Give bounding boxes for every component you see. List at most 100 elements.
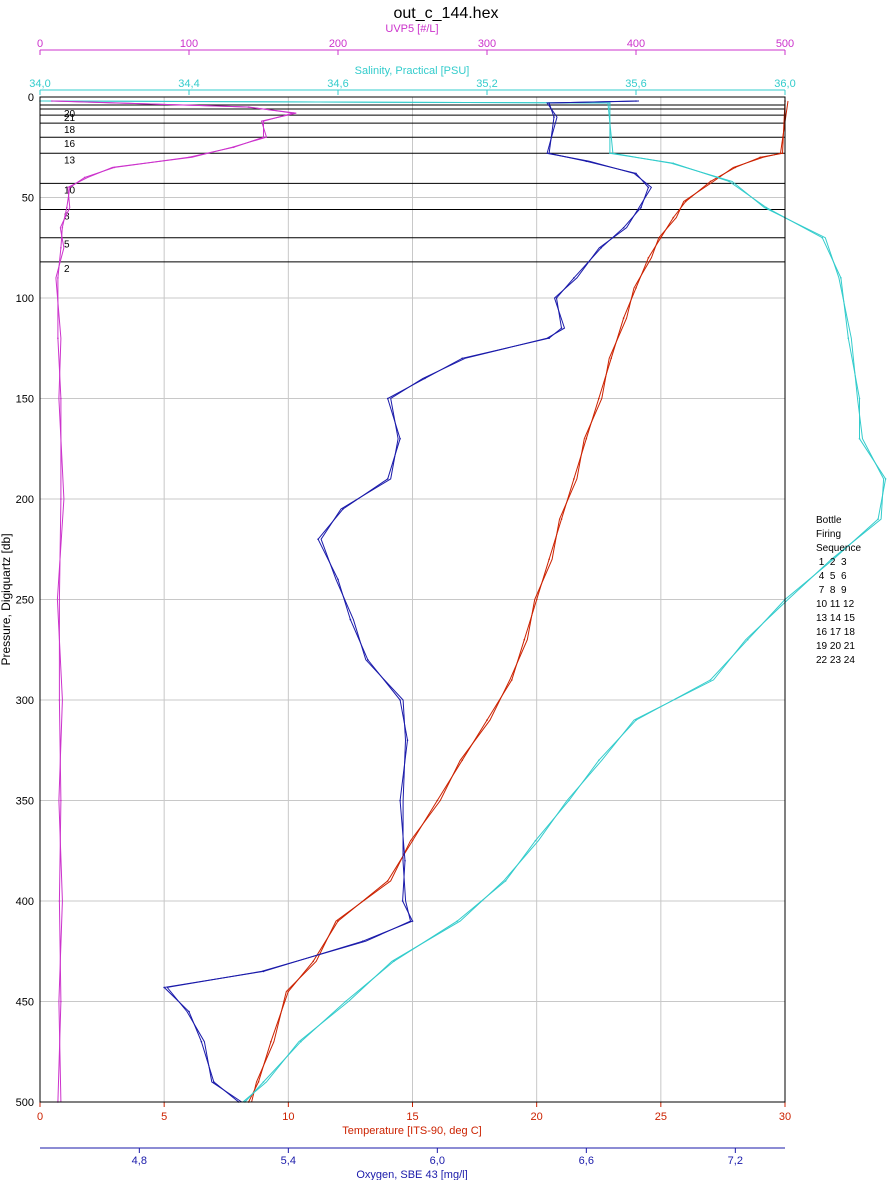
data-point-oxygen	[317, 538, 319, 540]
bottle-number-label: 21	[64, 113, 76, 124]
temperature-tick-label: 15	[406, 1111, 418, 1123]
series-line-temperature	[251, 100, 789, 1103]
data-point-oxygen	[386, 397, 389, 400]
temperature-tick-label: 0	[37, 1111, 43, 1123]
data-point-oxygen	[362, 940, 364, 942]
data-point-salinity	[393, 960, 395, 963]
data-point-oxygen	[399, 699, 401, 701]
data-point-temperature	[598, 397, 600, 400]
data-point-uvp5	[188, 156, 190, 159]
plot-frame	[39, 96, 786, 1103]
data-point-salinity	[832, 558, 835, 561]
data-point-salinity	[568, 799, 570, 802]
data-point-temperature	[734, 166, 737, 169]
data-point-oxygen	[399, 437, 401, 440]
salinity-tick-label: 34,0	[29, 78, 50, 90]
data-point-uvp5	[60, 498, 62, 500]
data-point-salinity	[765, 206, 768, 209]
data-point-salinity	[840, 277, 842, 279]
data-point-oxygen	[406, 739, 409, 741]
data-point-uvp5	[58, 900, 61, 902]
data-point-oxygen	[555, 297, 558, 299]
data-point-temperature	[436, 799, 439, 802]
chart-title: out_c_144.hex	[394, 5, 499, 22]
oxygen-axis-label: Oxygen, SBE 43 [mg/l]	[356, 1169, 467, 1180]
data-point-oxygen	[647, 186, 650, 189]
legend-line: Bottle	[816, 515, 842, 526]
legend-line: Firing	[816, 529, 842, 540]
data-point-oxygen	[622, 226, 625, 229]
y-tick-label: 450	[16, 997, 34, 1009]
grid	[39, 96, 786, 1103]
bottle-firing-legend: Bottle Firing Sequence 1 2 3 4 5 6 7 8 9 10…	[816, 514, 861, 668]
legend-line: 10 11 12	[816, 599, 855, 610]
legend-line: 4 5 6	[816, 571, 847, 582]
salinity-tick-label: 34,6	[327, 78, 348, 90]
uvp5-tick-label: 200	[329, 38, 347, 50]
salinity-tick-label: 35,2	[476, 78, 497, 90]
data-point-temperature	[287, 990, 290, 993]
data-point-temperature	[660, 236, 662, 239]
uvp5-tick-label: 300	[478, 38, 496, 50]
data-point-oxygen	[461, 357, 464, 360]
data-point-uvp5	[60, 1000, 62, 1003]
legend-line: 22 23 24	[816, 655, 855, 666]
data-point-temperature	[684, 200, 687, 203]
data-point-salinity	[504, 880, 507, 882]
uvp5-axis-label: UVP5 [#/L]	[385, 23, 438, 35]
y-tick-label: 350	[16, 796, 34, 808]
data-point-temperature	[461, 759, 464, 762]
data-point-uvp5	[66, 206, 68, 209]
data-point-salinity	[709, 679, 712, 681]
data-point-oxygen	[548, 102, 550, 104]
data-point-oxygen	[200, 1040, 203, 1043]
data-point-temperature	[511, 679, 513, 681]
data-point-oxygen	[548, 337, 550, 340]
data-point-temperature	[386, 880, 389, 882]
data-point-temperature	[647, 257, 650, 259]
data-point-salinity	[344, 1000, 347, 1003]
data-point-oxygen	[600, 247, 602, 249]
salinity-tick-label: 34,4	[178, 78, 199, 90]
oxygen-tick-label: 6,6	[579, 1155, 594, 1167]
oxygen-tick-label: 7,2	[728, 1155, 743, 1167]
data-point-oxygen	[386, 478, 389, 480]
temperature-axis-label: Temperature [ITS-90, deg C]	[342, 1125, 481, 1137]
data-point-temperature	[635, 287, 637, 289]
data-point-temperature	[709, 180, 712, 183]
data-point-uvp5	[57, 337, 59, 340]
data-point-oxygen	[163, 986, 165, 989]
data-point-uvp5	[83, 176, 86, 179]
data-point-oxygen	[404, 860, 406, 862]
y-tick-label: 400	[16, 896, 34, 908]
y-tick-label: 100	[16, 293, 34, 305]
data-point-oxygen	[635, 100, 637, 102]
y-tick-label: 200	[16, 494, 34, 506]
legend-line: 13 14 15	[816, 613, 855, 624]
data-point-salinity	[858, 397, 861, 400]
salinity-axis-label: Salinity, Practical [PSU]	[355, 65, 470, 77]
series-line-salinity	[39, 100, 887, 1103]
data-point-uvp5	[51, 100, 53, 102]
data-point-oxygen	[573, 277, 575, 279]
data-point-salinity	[858, 437, 861, 440]
salinity-tick-label: 35,6	[625, 78, 646, 90]
data-point-oxygen	[548, 152, 550, 155]
y-tick-label: 300	[16, 695, 34, 707]
data-point-uvp5	[58, 699, 61, 701]
data-point-oxygen	[411, 920, 414, 922]
data-point-uvp5	[61, 226, 64, 229]
uvp5-tick-label: 400	[627, 38, 645, 50]
uvp5-tick-label: 500	[776, 38, 794, 50]
data-point-temperature	[312, 960, 315, 963]
data-point-uvp5	[57, 277, 59, 279]
data-point-oxygen	[188, 1010, 190, 1013]
series-line-uvp5	[54, 100, 297, 1103]
data-point-oxygen	[367, 659, 369, 661]
series-line-oxygen	[163, 100, 649, 1103]
data-point-oxygen	[213, 1081, 215, 1083]
data-point-salinity	[534, 839, 537, 842]
data-point-oxygen	[349, 618, 352, 621]
oxygen-tick-label: 4,8	[132, 1155, 147, 1167]
